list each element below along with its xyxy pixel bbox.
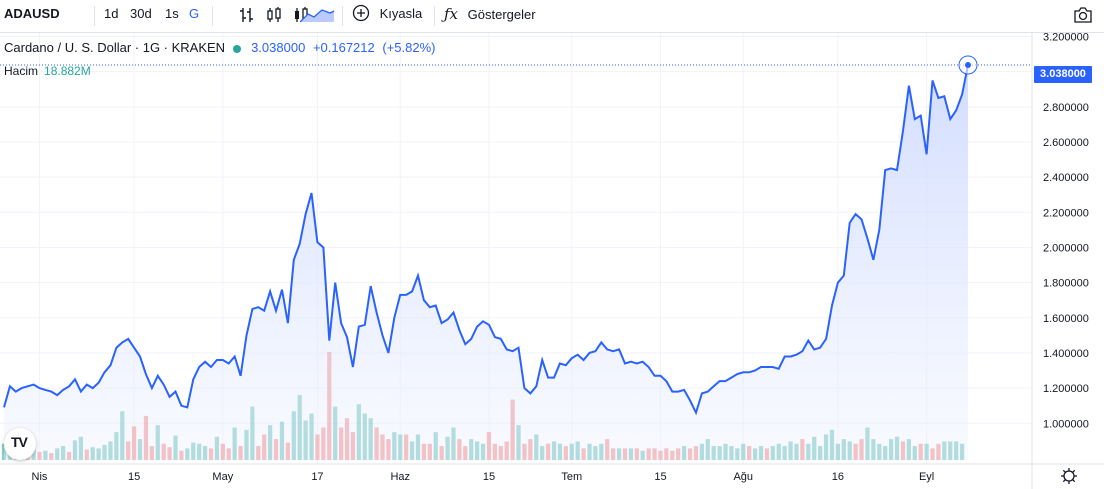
last-price-marker — [958, 55, 978, 75]
volume-legend: Hacim 18.882M — [4, 64, 91, 78]
timeframe-g[interactable]: G — [189, 6, 200, 21]
last-price-tag: 3.038000 — [1034, 66, 1092, 83]
tradingview-logo[interactable]: TV — [4, 428, 36, 460]
price-tick-label: 2.200000 — [1043, 207, 1089, 219]
candle-style-icon[interactable] — [265, 6, 283, 24]
legend-change: +0.167212 — [312, 40, 375, 55]
bar-style-icon[interactable] — [238, 6, 256, 24]
price-tick-label: 1.200000 — [1043, 383, 1089, 395]
indicators-fx-icon: ƒx — [444, 5, 459, 23]
time-axis: Nis 15 May 17 Haz 15 Tem 15 Ağu 16 Eyl — [32, 471, 935, 483]
legend-title: Cardano / U. S. Dollar · 1G · KRAKEN — [4, 40, 226, 55]
time-tick-label: Haz — [390, 471, 410, 483]
settings-gear-icon — [1061, 468, 1077, 484]
time-tick-label: 15 — [483, 471, 495, 483]
price-tick-label: 2.800000 — [1043, 102, 1089, 114]
price-tick-label: 2.000000 — [1043, 242, 1089, 254]
price-tick-label: 1.800000 — [1043, 278, 1089, 290]
toolbar-divider — [94, 6, 95, 26]
price-tick-label: 1.000000 — [1043, 418, 1089, 430]
legend-change-pct: (+5.82%) — [382, 40, 436, 55]
timeframe-30d[interactable]: 30d — [130, 6, 152, 21]
time-tick-label: Nis — [32, 471, 48, 483]
time-tick-label: Ağu — [733, 471, 753, 483]
compare-plus-icon — [352, 4, 370, 22]
price-area-fill — [4, 65, 968, 460]
price-tick-label: 1.400000 — [1043, 348, 1089, 360]
time-tick-label: 15 — [654, 471, 666, 483]
price-tick-label: 2.400000 — [1043, 172, 1089, 184]
camera-icon[interactable] — [1073, 6, 1093, 24]
time-tick-label: May — [212, 471, 233, 483]
compare-button[interactable]: Kıyasla — [352, 0, 422, 32]
time-tick-label: 15 — [128, 471, 140, 483]
area-style-icon[interactable] — [300, 6, 336, 24]
timeframe-1d[interactable]: 1d — [104, 6, 119, 21]
time-tick-label: 17 — [311, 471, 323, 483]
indicators-button[interactable]: ƒx Göstergeler — [444, 0, 536, 32]
compare-label: Kıyasla — [379, 6, 423, 21]
time-tick-label: Eyl — [919, 471, 934, 483]
toolbar-divider — [434, 6, 435, 26]
timeframe-1s[interactable]: 1s — [165, 6, 179, 21]
indicators-label: Göstergeler — [467, 7, 536, 22]
volume-label: Hacim — [4, 64, 39, 78]
last-point — [965, 61, 971, 68]
price-tick-label: 2.600000 — [1043, 137, 1089, 149]
time-tick-label: 16 — [832, 471, 844, 483]
volume-value: 18.882M — [44, 64, 91, 78]
top-toolbar: ADAUSD 1d 30d 1s G Kıyasla ƒx Göstergele… — [0, 0, 1104, 33]
chart-legend: Cardano / U. S. Dollar · 1G · KRAKEN 3.03… — [4, 40, 436, 56]
price-tick-label: 1.600000 — [1043, 313, 1089, 325]
market-status-dot — [233, 44, 242, 53]
symbol-name[interactable]: ADAUSD — [4, 6, 60, 21]
price-chart[interactable]: 3.2000003.0000002.8000002.6000002.400000… — [0, 33, 1104, 489]
price-axis: 3.2000003.0000002.8000002.6000002.400000… — [1043, 33, 1089, 430]
price-tick-label: 3.200000 — [1043, 33, 1089, 44]
toolbar-divider — [212, 6, 213, 26]
price-line — [3, 64, 969, 416]
legend-last: 3.038000 — [251, 40, 306, 55]
toolbar-divider — [342, 6, 343, 26]
time-tick-label: Tem — [561, 471, 582, 483]
